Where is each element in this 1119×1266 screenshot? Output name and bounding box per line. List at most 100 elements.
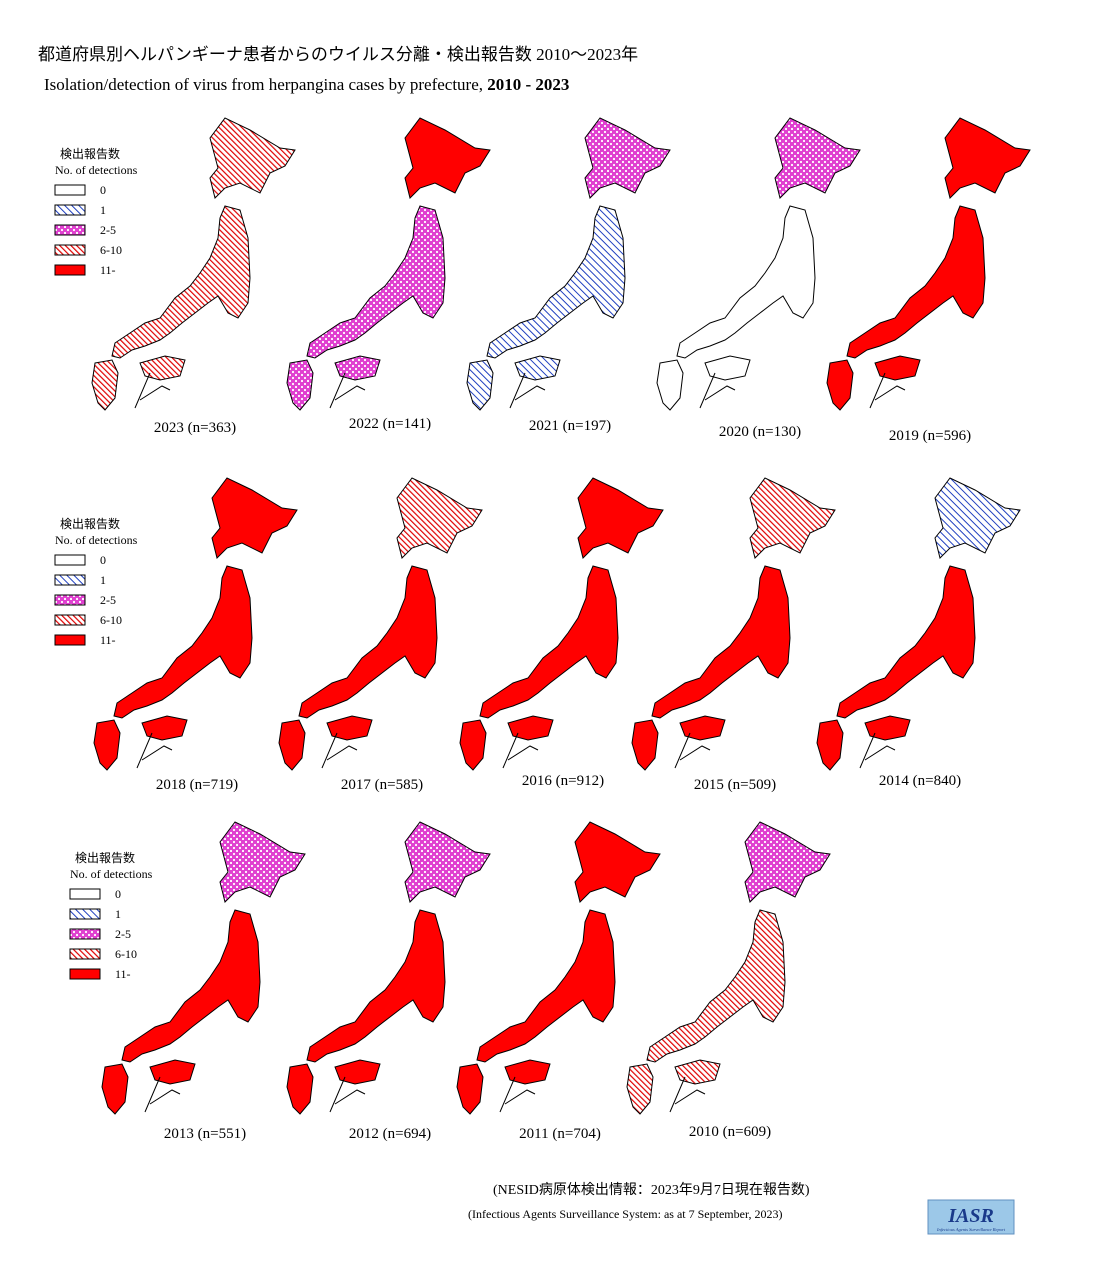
legend-swatch [54,224,86,236]
kyushu [826,359,854,411]
honshu [651,565,791,719]
japan-map [91,117,296,411]
japan-map [278,477,483,771]
map-caption: 2013 (n=551) [164,1126,246,1142]
okinawa-inset [499,1076,536,1113]
kyushu [626,1063,654,1115]
honshu [646,909,786,1063]
japan-map [459,477,664,771]
legend-label: 11- [100,633,116,647]
shikoku [864,715,911,741]
legend-label: 11- [115,967,131,981]
hokkaido [934,477,1021,559]
legend-swatch [54,204,86,216]
okinawa-inset [136,732,173,769]
shikoku [139,355,186,381]
legend-label: 1 [100,203,106,217]
shikoku [507,715,554,741]
okinawa-inset [329,372,366,409]
kyushu [278,719,306,771]
hokkaido [574,821,661,903]
okinawa-inset [509,372,546,409]
map-caption: 2019 (n=596) [889,428,971,444]
japan-map [466,117,671,411]
legend-swatch [54,554,86,566]
kyushu [631,719,659,771]
honshu [486,205,626,359]
hokkaido [744,821,831,903]
honshu [111,205,251,359]
okinawa-inset [674,732,711,769]
maps: 2023 (n=363) 2022 (n=141) 2021 (n=197) 2020… [91,117,1031,1142]
source-en: (Infectious Agents Surveillance System: … [468,1207,782,1221]
okinawa-inset [699,372,736,409]
map-caption: 2010 (n=609) [689,1124,771,1140]
hokkaido [774,117,861,199]
logo-box [927,1199,1015,1235]
japan-map [286,117,491,411]
shikoku [674,1059,721,1085]
legend-title-ja: 検出報告数 [60,516,120,531]
okinawa-inset [321,732,358,769]
legend-label: 2-5 [115,927,131,941]
japan-map [456,821,661,1115]
map-caption: 2021 (n=197) [529,418,611,434]
japan-map [816,477,1021,771]
map-caption: 2016 (n=912) [522,773,604,789]
map-caption: 2015 (n=509) [694,777,776,793]
okinawa-inset [502,732,539,769]
japan-map [93,477,298,771]
kyushu [656,359,684,411]
map-caption: 2017 (n=585) [341,777,423,793]
legend-swatch [54,594,86,606]
japan-map [656,117,861,411]
map-caption: 2018 (n=719) [156,777,238,793]
legend-label: 0 [115,887,121,901]
title-en-text: Isolation/detection of virus from herpan… [44,75,483,94]
okinawa-inset [869,372,906,409]
legend-swatch [69,968,101,980]
shikoku [874,355,921,381]
legend-title-en: No. of detections [55,163,138,177]
hokkaido [577,477,664,559]
title-en-years: 2010 - 2023 [487,75,569,94]
okinawa-inset [144,1076,181,1113]
legend-label: 11- [100,263,116,277]
kyushu [466,359,494,411]
legend-label: 6-10 [100,243,122,257]
shikoku [679,715,726,741]
shikoku [704,355,751,381]
legend-swatch [54,184,86,196]
legends: 検出報告数 No. of detections 0 1 2-5 6-10 11- 検出報告数 N… [54,146,153,981]
map-caption: 2023 (n=363) [154,420,236,436]
legend-swatch [54,634,86,646]
honshu [298,565,438,719]
hokkaido [211,477,298,559]
legend-label: 1 [115,907,121,921]
kyushu [456,1063,484,1115]
honshu [676,205,816,359]
legend-label: 2-5 [100,223,116,237]
hokkaido [584,117,671,199]
shikoku [326,715,373,741]
hokkaido [944,117,1031,199]
japan-map [626,821,831,1115]
legend-swatch [54,264,86,276]
hokkaido [396,477,483,559]
legend-title-en: No. of detections [70,867,153,881]
okinawa-inset [859,732,896,769]
source-ja: (NESID病原体検出情報：2023年9月7日現在報告数) [493,1182,810,1198]
legend-label: 2-5 [100,593,116,607]
legend-swatch [54,244,86,256]
logo: IASR [947,1205,994,1227]
okinawa-inset [134,372,171,409]
kyushu [286,359,314,411]
legend-label: 0 [100,553,106,567]
map-caption: 2022 (n=141) [349,416,431,432]
kyushu [101,1063,129,1115]
honshu [121,909,261,1063]
shikoku [149,1059,196,1085]
legend-title-ja: 検出報告数 [75,850,135,865]
legend-label: 6-10 [100,613,122,627]
